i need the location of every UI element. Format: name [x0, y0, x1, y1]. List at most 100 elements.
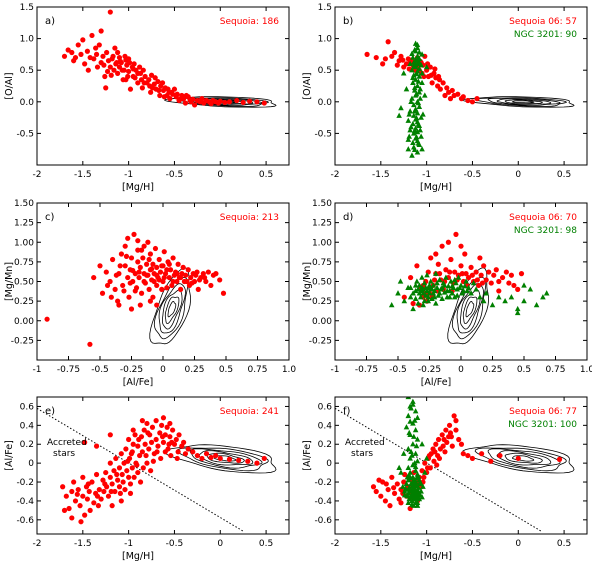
panel-tag: f) [343, 406, 351, 417]
data-point-triangle [407, 108, 413, 114]
data-point-triangle [411, 417, 418, 423]
y-tick-label: -0.25 [309, 336, 332, 346]
data-point-circle [82, 61, 88, 67]
data-point-triangle [413, 134, 420, 140]
data-point-triangle [412, 408, 419, 414]
data-point-circle [364, 51, 370, 58]
data-point-circle [391, 49, 398, 56]
data-point-triangle [411, 477, 418, 483]
data-point-triangle [409, 452, 415, 458]
data-point-circle [199, 96, 205, 102]
data-point-circle [161, 94, 167, 100]
data-point-circle [421, 474, 427, 480]
data-point-circle [142, 73, 148, 80]
data-point-circle [440, 80, 446, 86]
data-point-circle [195, 286, 201, 292]
data-point-circle [167, 96, 173, 102]
contour-line [465, 300, 475, 318]
data-point-circle [113, 272, 119, 278]
data-point-circle [496, 288, 502, 294]
data-point-circle [391, 490, 398, 496]
data-point-circle [493, 267, 499, 273]
data-point-circle [442, 92, 448, 99]
y-tick-label: 1.0 [20, 35, 35, 45]
data-point-triangle [412, 40, 419, 46]
data-point-triangle [411, 146, 418, 153]
data-point-circle [203, 451, 210, 457]
contour-line [462, 444, 575, 474]
data-point-circle [447, 96, 454, 102]
data-point-circle [126, 436, 132, 443]
y-tick-label: 0.00 [14, 317, 34, 327]
panel-tag: c) [45, 212, 54, 223]
data-point-circle [378, 493, 384, 499]
data-point-circle [226, 456, 233, 462]
x-tick-label: 0.5 [517, 365, 531, 375]
data-point-circle [96, 42, 102, 48]
data-point-circle [217, 277, 223, 283]
data-point-circle [208, 282, 214, 289]
data-point-triangle [403, 480, 410, 487]
data-point-circle [213, 271, 219, 277]
data-point-circle [433, 441, 439, 447]
x-tick-label: 0 [458, 365, 464, 375]
y-tick-label: 0.2 [318, 440, 332, 450]
data-point-circle [148, 89, 154, 95]
plot-area [44, 231, 227, 347]
data-point-triangle [410, 74, 416, 80]
data-point-circle [453, 231, 459, 237]
data-point-circle [217, 455, 223, 462]
x-tick-label: 0.25 [482, 365, 502, 375]
data-point-circle [126, 68, 132, 75]
data-point-circle [129, 449, 135, 455]
data-point-triangle [419, 274, 425, 280]
data-point-triangle [410, 420, 416, 426]
data-point-triangle [407, 475, 413, 481]
y-axis-label: [Al/Fe] [302, 440, 313, 471]
data-point-circle [439, 243, 445, 249]
x-tick-label: -0.5 [464, 170, 482, 180]
data-point-circle [118, 251, 125, 257]
data-point-circle [135, 259, 141, 265]
data-point-circle [162, 271, 169, 277]
contour-line [511, 100, 535, 104]
data-point-circle [104, 49, 110, 56]
y-tick-label: -0.4 [314, 497, 332, 507]
data-point-circle [170, 255, 176, 261]
data-point-circle [200, 271, 206, 277]
x-tick-label: -1 [331, 365, 340, 375]
y-tick-label: 0.75 [14, 258, 34, 268]
y-tick-label: 0.4 [318, 421, 333, 431]
x-tick-label: -2 [331, 539, 340, 549]
panel-c: -1 -0.75 -0.5 -0.25 0 0.25 0.5 0.75 1.0 -0.25 0.00… [4, 199, 296, 388]
data-point-circle [132, 288, 138, 294]
data-point-circle [125, 458, 131, 464]
data-point-circle [445, 239, 451, 245]
data-point-circle [87, 507, 93, 513]
data-point-triangle [414, 82, 421, 89]
x-tick-label: 0.5 [557, 539, 571, 549]
ngc3201-series [388, 270, 550, 316]
data-point-circle [109, 481, 115, 487]
data-point-circle [145, 239, 151, 245]
data-point-circle [473, 269, 479, 275]
data-point-triangle [521, 298, 527, 304]
data-point-triangle [405, 464, 412, 471]
data-point-triangle [412, 426, 419, 433]
data-point-circle [432, 449, 438, 455]
data-point-triangle [405, 136, 412, 142]
data-point-triangle [409, 152, 415, 158]
data-point-triangle [407, 294, 414, 300]
data-point-triangle [415, 78, 422, 84]
data-point-triangle [417, 287, 424, 294]
data-point-circle [131, 61, 137, 67]
data-point-triangle [496, 294, 502, 300]
data-point-triangle [414, 436, 421, 442]
x-tick-label: 0.75 [545, 365, 565, 375]
data-point-circle [137, 452, 143, 459]
y-tick-label: -0.2 [16, 478, 34, 488]
contour-line [189, 448, 263, 469]
data-point-circle [105, 493, 112, 499]
data-point-triangle [408, 448, 414, 454]
data-point-circle [135, 238, 141, 244]
